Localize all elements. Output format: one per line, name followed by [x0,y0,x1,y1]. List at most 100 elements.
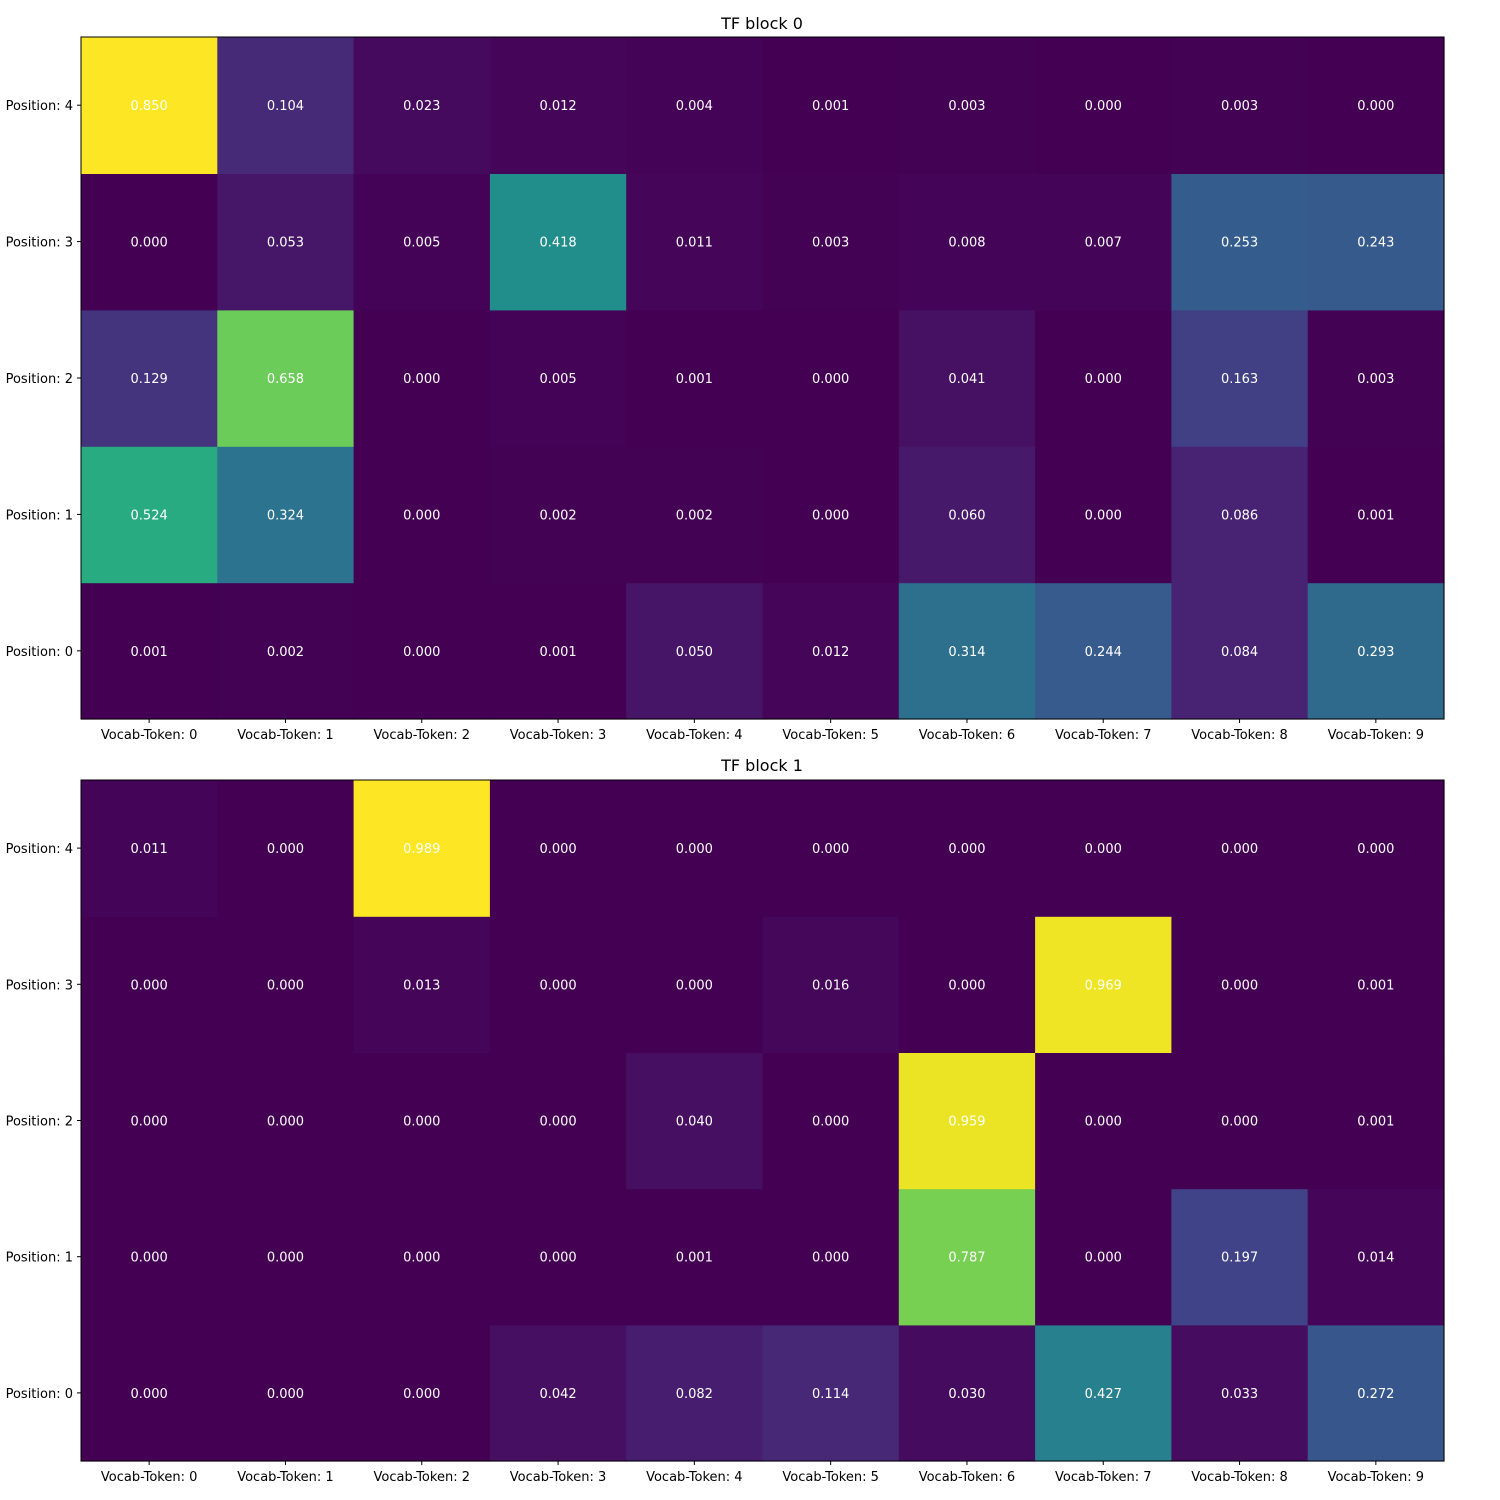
heatmap-cell [762,1052,900,1190]
heatmap-cell [489,916,627,1053]
heatmap-cell [353,916,491,1053]
x-tick-label: Vocab-Token: 2 [374,728,470,743]
x-tick-label: Vocab-Token: 0 [101,728,197,743]
heatmap-cell [1035,780,1172,917]
heatmap-cell [762,1324,900,1462]
cell-value-label: 0.001 [1357,978,1394,993]
heatmap-cell [626,582,764,720]
cell-value-label: 0.084 [1221,645,1258,660]
heatmap-cell [1171,582,1309,720]
heatmap-cell [1171,1052,1309,1190]
heatmap-cell [353,1052,491,1190]
heatmap-cell [898,780,1036,917]
heatmap-panel-tf-block-1: TF block 1 0.000 0.000 0.000 0.042 0.082 0.11… [6,756,1445,1485]
cell-value-label: 0.989 [403,842,440,857]
heatmap-cell [1307,1188,1445,1326]
y-tick-label: Position: 4 [6,842,73,857]
cell-value-label: 0.005 [539,372,576,387]
x-tick-label: Vocab-Token: 1 [237,728,333,743]
cell-value-label: 0.314 [948,645,985,660]
cell-value-label: 0.000 [403,645,440,660]
cell-value-label: 0.082 [676,1387,713,1402]
cell-value-label: 0.324 [267,508,304,523]
cell-value-label: 0.000 [1221,978,1258,993]
heatmap-cell [898,582,1036,720]
y-tick-label: Position: 1 [6,1251,73,1266]
cell-value-label: 0.000 [812,372,849,387]
cell-value-label: 0.000 [1085,1115,1122,1130]
y-tick-label: Position: 2 [6,1115,73,1130]
heatmap-cell [489,446,627,584]
heatmap-cell [353,582,491,720]
cell-value-label: 0.001 [1357,1115,1394,1130]
cell-value-label: 0.001 [676,372,713,387]
heatmap-cell [1307,446,1445,584]
x-tick-label: Vocab-Token: 2 [374,1470,470,1485]
heatmap-cell [1171,1324,1309,1462]
heatmap-cell [353,37,491,174]
cell-value-label: 0.000 [403,1251,440,1266]
cell-value-label: 0.012 [812,645,849,660]
heatmap-cell [1171,37,1309,174]
cell-value-label: 0.000 [812,1115,849,1130]
cell-value-label: 0.060 [948,508,985,523]
cell-value-label: 0.004 [676,99,713,114]
heatmap-cell [1307,309,1445,447]
heatmap-cell [81,1188,218,1326]
heatmap-cell [217,37,355,174]
cell-value-label: 0.000 [812,1251,849,1266]
cell-value-label: 0.000 [403,372,440,387]
heatmap-cell-labels: 0.001 0.002 0.000 0.001 0.050 0.012 0.314 0.244… [131,99,1395,660]
cell-value-label: 0.000 [1085,372,1122,387]
cell-value-label: 0.000 [131,1387,168,1402]
cell-value-label: 0.253 [1221,236,1258,251]
cell-value-label: 0.003 [1357,372,1394,387]
cell-value-label: 0.000 [948,842,985,857]
cell-value-label: 0.030 [948,1387,985,1402]
cell-value-label: 0.008 [948,236,985,251]
cell-value-label: 0.053 [267,236,304,251]
cell-value-label: 0.427 [1085,1387,1122,1402]
heatmap-cell [217,446,355,584]
cell-value-label: 0.969 [1085,978,1122,993]
heatmap-cell [1171,780,1309,917]
cell-value-label: 0.000 [131,1115,168,1130]
x-tick-label: Vocab-Token: 3 [510,728,606,743]
heatmap-cell [81,446,218,584]
heatmap-cell [1171,173,1309,311]
heatmap-cell [1035,309,1172,447]
cell-value-label: 0.000 [539,978,576,993]
cell-value-label: 0.000 [1221,1115,1258,1130]
x-axis-ticks: Vocab-Token: 0 Vocab-Token: 1 Vocab-Token:… [101,719,1424,743]
heatmap-panel-tf-block-0: TF block 0 0.001 0.002 0.000 0.001 0.050 0.01… [6,14,1445,743]
cell-value-label: 0.001 [539,645,576,660]
cell-value-label: 0.524 [131,508,168,523]
cell-value-label: 0.000 [1085,842,1122,857]
heatmap-cell [626,916,764,1053]
y-tick-label: Position: 2 [6,372,73,387]
cell-value-label: 0.000 [131,978,168,993]
cell-value-label: 0.000 [267,978,304,993]
cell-value-label: 0.000 [131,236,168,251]
cell-value-label: 0.000 [539,842,576,857]
cell-value-label: 0.040 [676,1115,713,1130]
cell-value-label: 0.000 [267,842,304,857]
heatmap-cell [1035,37,1172,174]
heatmap-cell [353,1324,491,1462]
heatmap-cell [898,173,1036,311]
cell-value-label: 0.016 [812,978,849,993]
heatmap-cell [1035,173,1172,311]
heatmap-cell [898,37,1036,174]
cell-value-label: 0.001 [812,99,849,114]
heatmap-cell [1035,1188,1172,1326]
cell-value-label: 0.002 [676,508,713,523]
heatmap-cell [1307,1052,1445,1190]
heatmap-cell [762,780,900,917]
cell-value-label: 0.001 [1357,508,1394,523]
heatmap-cell [353,1188,491,1326]
heatmap-cell [353,780,491,917]
heatmap-cell [1035,582,1172,720]
cell-value-label: 0.114 [812,1387,849,1402]
cell-value-label: 0.000 [403,1115,440,1130]
